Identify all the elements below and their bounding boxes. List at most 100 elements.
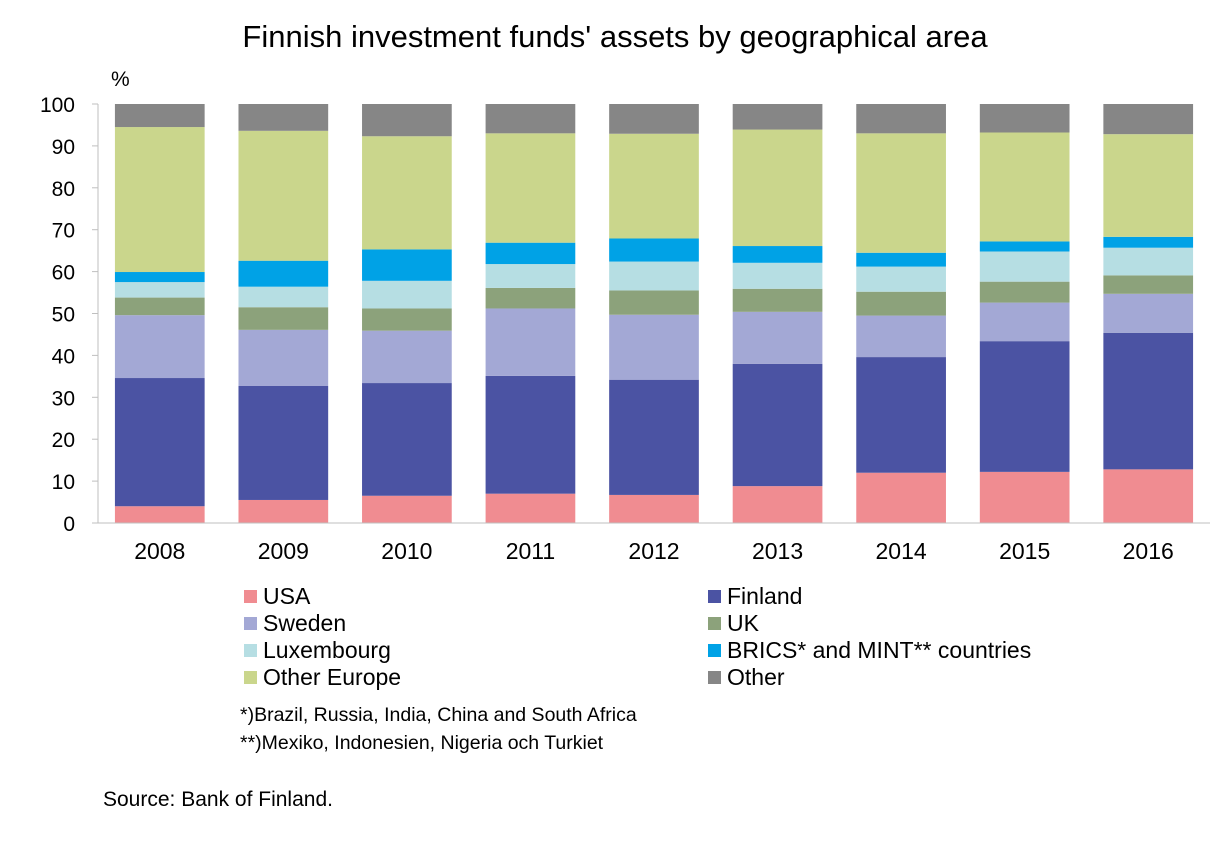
bar-segment-2012-brics-and-mint-countries (609, 238, 699, 262)
bar-segment-2008-sweden (114, 315, 205, 379)
bar-segment-2015-sweden (979, 302, 1070, 342)
bar-segment-2010-uk (362, 308, 452, 331)
bar-segment-2014-other-europe (856, 133, 946, 253)
legend-swatch (708, 590, 721, 603)
bar-segment-2015-other-europe (979, 132, 1070, 242)
y-tick-label: 50 (52, 304, 75, 327)
bar-segment-2013-uk (732, 288, 823, 312)
bar-segment-2008-uk (114, 297, 205, 316)
stacked-bar-chart: Finnish investment funds' assets by geog… (40, 19, 1210, 564)
bar-segment-2011-luxembourg (485, 264, 576, 288)
legend-item: UK (708, 610, 1064, 637)
legend-item: Other (708, 664, 1064, 691)
bar-segment-2012-usa (609, 494, 699, 523)
y-tick-label: 20 (52, 429, 75, 452)
bar-segment-2011-uk (485, 287, 576, 309)
legend-label: Other (727, 664, 785, 690)
chart-title: Finnish investment funds' assets by geog… (242, 19, 988, 54)
bar-segment-2015-usa (979, 471, 1070, 523)
x-tick-label: 2016 (1123, 538, 1174, 564)
bar-segment-2011-other-europe (485, 133, 576, 243)
bar-segment-2013-sweden (732, 311, 823, 364)
legend: USA Finland Sweden UK Luxembourg BRICS* and M… (244, 583, 1064, 691)
bar-segment-2013-other (732, 104, 823, 130)
legend-swatch (708, 644, 721, 657)
legend-item: Finland (708, 583, 1064, 610)
bar-segment-2008-luxembourg (114, 282, 205, 298)
legend-swatch (244, 671, 257, 684)
x-tick-label: 2009 (258, 538, 309, 564)
legend-item: BRICS* and MINT** countries (708, 637, 1064, 664)
y-tick-label: 40 (52, 345, 75, 368)
y-tick-label: 10 (52, 471, 75, 494)
bar-segment-2010-finland (362, 383, 452, 496)
legend-item: USA (244, 583, 708, 610)
bar-segment-2015-finland (979, 341, 1070, 472)
x-tick-label: 2008 (134, 538, 185, 564)
y-axis-unit-label: % (111, 68, 130, 91)
x-tick-label: 2010 (381, 538, 432, 564)
bar-segment-2015-brics-and-mint-countries (979, 241, 1070, 252)
x-tick-label: 2013 (752, 538, 803, 564)
bar-segment-2016-other (1103, 104, 1194, 135)
y-axis: 0 10 20 30 40 50 60 70 80 90 100 (40, 94, 99, 536)
bar-segment-2012-finland (609, 379, 699, 495)
bars (114, 104, 1194, 523)
bar-segment-2009-luxembourg (238, 286, 329, 308)
legend-label: UK (727, 610, 759, 636)
legend-label: Other Europe (263, 664, 402, 690)
x-axis: 2008 2009 2010 2011 2012 2013 2014 2015 2016 (98, 522, 1210, 564)
bar-segment-2008-usa (114, 506, 205, 523)
bar-segment-2013-finland (732, 363, 823, 487)
bar-segment-2013-brics-and-mint-countries (732, 246, 823, 263)
legend-item: Other Europe (244, 664, 708, 691)
bar-segment-2011-brics-and-mint-countries (485, 242, 576, 265)
legend-swatch (244, 644, 257, 657)
legend-item: Luxembourg (244, 637, 708, 664)
y-tick-label: 90 (52, 136, 75, 159)
legend-swatch (244, 617, 257, 630)
bar-segment-2014-sweden (856, 315, 946, 358)
legend-swatch (708, 671, 721, 684)
bar-segment-2009-sweden (238, 329, 329, 386)
bar-segment-2010-sweden (362, 330, 452, 384)
bar-segment-2013-other-europe (732, 129, 823, 247)
bar-segment-2011-finland (485, 375, 576, 494)
bar-segment-2013-luxembourg (732, 262, 823, 289)
bar-segment-2009-other (238, 104, 329, 131)
bar-segment-2010-brics-and-mint-countries (362, 249, 452, 281)
bar-segment-2012-other (609, 104, 699, 134)
bar-segment-2014-uk (856, 291, 946, 316)
legend-swatch (708, 617, 721, 630)
bar-segment-2014-other (856, 104, 946, 134)
bar-segment-2016-luxembourg (1103, 247, 1194, 276)
bar-segment-2014-usa (856, 472, 946, 523)
x-tick-label: 2011 (506, 538, 555, 564)
legend-item: Sweden (244, 610, 708, 637)
bar-segment-2008-brics-and-mint-countries (114, 272, 205, 283)
bar-segment-2009-usa (238, 499, 329, 523)
legend-label: BRICS* and MINT** countries (727, 637, 1032, 663)
bar-segment-2012-uk (609, 290, 699, 315)
bar-segment-2012-other-europe (609, 133, 699, 239)
legend-label: Luxembourg (263, 637, 391, 663)
bar-segment-2010-luxembourg (362, 280, 452, 309)
legend-swatch (244, 590, 257, 603)
bar-segment-2010-usa (362, 495, 452, 523)
bar-segment-2011-usa (485, 493, 576, 523)
bar-segment-2009-uk (238, 307, 329, 330)
bar-segment-2012-luxembourg (609, 261, 699, 291)
source-note: Source: Bank of Finland. (103, 788, 333, 811)
bar-segment-2016-finland (1103, 332, 1194, 470)
bar-segment-2015-uk (979, 281, 1070, 303)
bar-segment-2011-sweden (485, 308, 576, 376)
bar-segment-2016-other-europe (1103, 134, 1194, 237)
bar-segment-2014-finland (856, 357, 946, 473)
bar-segment-2008-finland (114, 378, 205, 507)
x-tick-label: 2012 (628, 538, 679, 564)
bar-segment-2016-sweden (1103, 293, 1194, 333)
bar-segment-2010-other-europe (362, 136, 452, 250)
y-tick-label: 100 (40, 94, 75, 117)
bar-segment-2009-finland (238, 385, 329, 500)
